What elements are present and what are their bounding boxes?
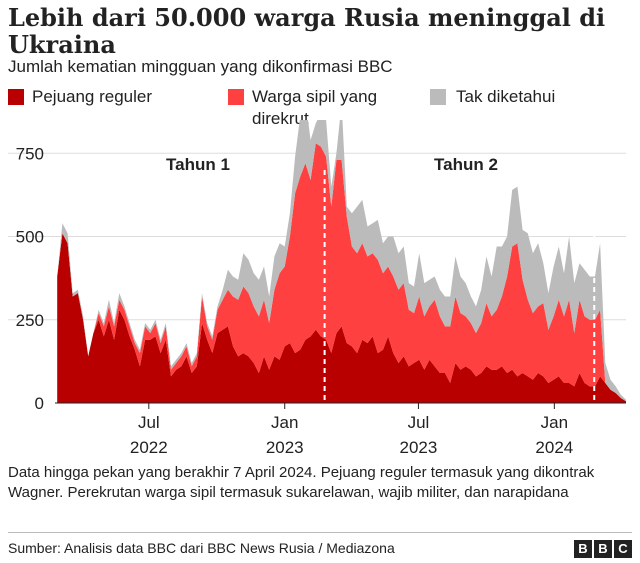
y-tick-label: 250 [16, 311, 44, 330]
x-tick-label-month: Jul [408, 413, 430, 432]
x-tick-label-month: Jul [138, 413, 160, 432]
y-axis: 0 250 500 750 [16, 144, 44, 413]
y-tick-label: 500 [16, 228, 44, 247]
x-tick-label-year: 2024 [535, 438, 573, 457]
x-tick-label-year: 2023 [266, 438, 304, 457]
x-tick-label-month: Jan [271, 413, 298, 432]
bbc-logo-b2: B [594, 540, 612, 558]
legend-swatch-unknown [430, 89, 446, 105]
legend-label-regular: Pejuang reguler [32, 87, 153, 106]
legend-label-unknown: Tak diketahui [456, 87, 556, 106]
legend-swatch-mobilised [228, 89, 244, 105]
legend-label-mobilised: Warga sipil yang direkrut [252, 87, 378, 128]
area-pejuang-reguler [57, 233, 626, 403]
y-tick-label: 0 [35, 394, 44, 413]
chart-subtitle: Jumlah kematian mingguan yang dikonfirma… [8, 57, 393, 76]
divider-rule [8, 532, 632, 533]
series-areas [57, 120, 626, 403]
bbc-logo-b1: B [574, 540, 592, 558]
area-warga-sipil-yang-direkrut [57, 143, 626, 402]
footnote: Data hingga pekan yang berakhir 7 April … [8, 464, 595, 501]
annotation-year-1: Tahun 1 [166, 155, 230, 174]
annotation-year-2: Tahun 2 [434, 155, 498, 174]
y-tick-label: 750 [16, 144, 44, 163]
year-dividers [323, 170, 596, 403]
source-text: Sumber: Analisis data BBC dari BBC News … [8, 540, 395, 556]
x-tick-label-year: 2023 [400, 438, 438, 457]
legend-swatch-regular [8, 89, 24, 105]
x-tick-label-month: Jan [541, 413, 568, 432]
chart-title: Lebih dari 50.000 warga Rusia meninggal … [8, 3, 606, 59]
x-axis: Jul 2022 Jan 2023 Jul 2023 Jan 2024 [55, 402, 626, 457]
x-tick-label-year: 2022 [130, 438, 168, 457]
bbc-logo-c: C [614, 540, 632, 558]
